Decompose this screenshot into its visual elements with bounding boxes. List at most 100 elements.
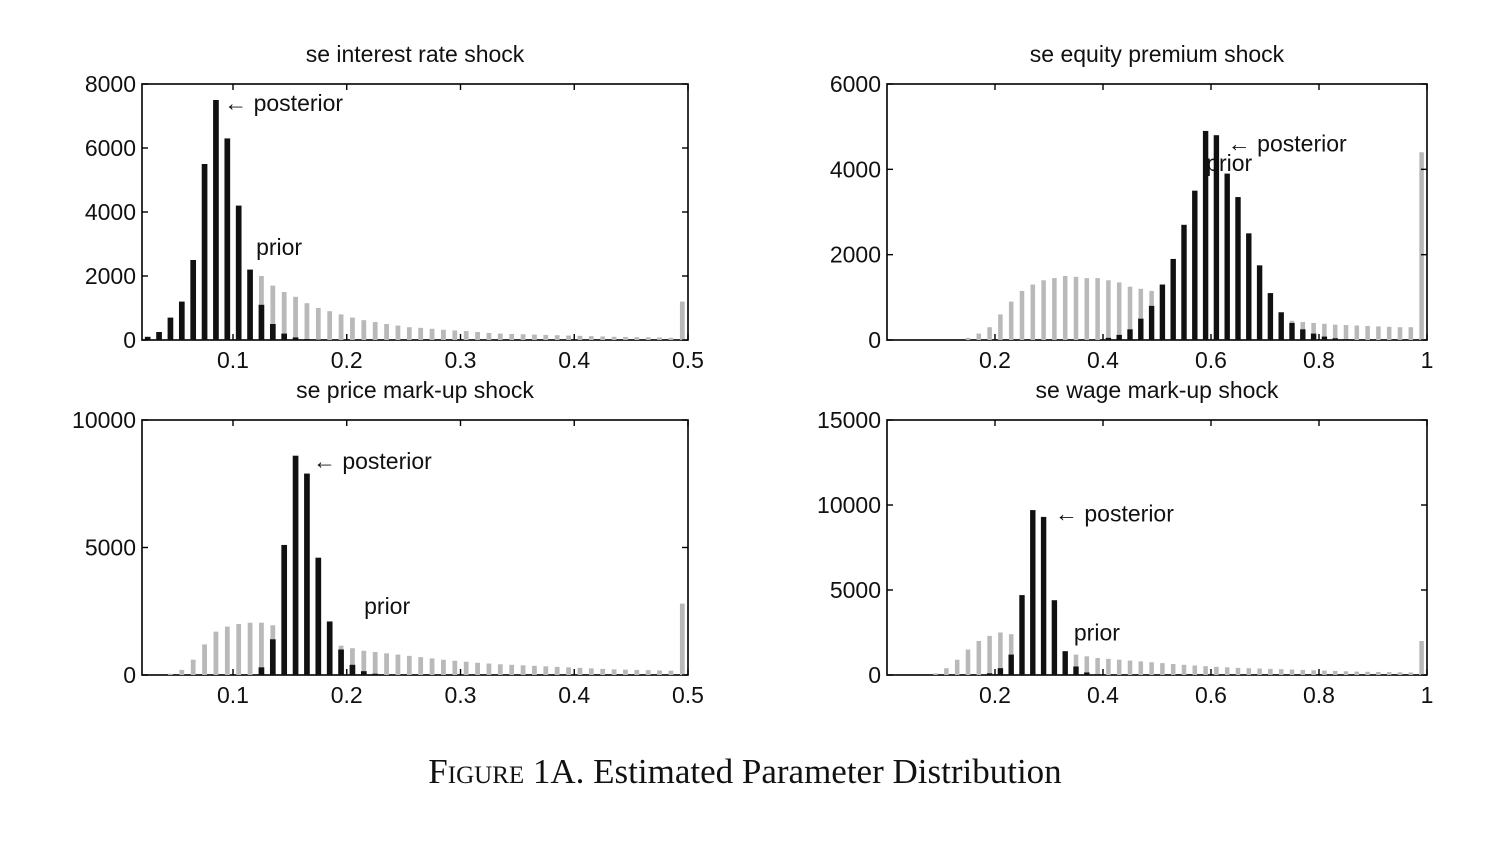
prior-bar bbox=[1095, 278, 1100, 340]
x-tick-label: 1 bbox=[1421, 682, 1434, 708]
y-tick-label: 6000 bbox=[830, 71, 881, 97]
prior-bar bbox=[1052, 278, 1057, 340]
prior-bar bbox=[1192, 665, 1198, 675]
y-tick-label: 10000 bbox=[72, 407, 136, 433]
y-tick-label: 5000 bbox=[85, 535, 136, 561]
prior-bar bbox=[520, 665, 526, 675]
annotation-label: prior bbox=[1206, 150, 1252, 176]
posterior-bar bbox=[1192, 190, 1198, 340]
y-tick-label: 0 bbox=[123, 662, 136, 688]
prior-bar bbox=[588, 336, 594, 340]
x-tick-label: 0.2 bbox=[979, 682, 1011, 708]
posterior-bar bbox=[1181, 224, 1187, 340]
prior-bar bbox=[1343, 325, 1349, 340]
posterior-bar bbox=[1105, 337, 1112, 340]
plot-frame bbox=[886, 419, 1428, 676]
prior-bar bbox=[1214, 666, 1219, 675]
prior-bar bbox=[1365, 671, 1370, 675]
posterior-bar bbox=[224, 138, 231, 340]
prior-bar bbox=[1127, 286, 1133, 340]
prior-bar bbox=[1062, 276, 1068, 340]
prior-bar bbox=[965, 649, 971, 675]
posterior-bar bbox=[281, 544, 288, 675]
posterior-bar bbox=[258, 304, 265, 340]
x-tick-label: 0.4 bbox=[558, 682, 590, 708]
prior-bar bbox=[1332, 324, 1338, 340]
posterior-bar bbox=[1030, 510, 1036, 675]
prior-bar bbox=[634, 337, 640, 340]
posterior-bar bbox=[247, 269, 253, 340]
prior-bar bbox=[1203, 666, 1208, 675]
plot-frame bbox=[141, 83, 689, 341]
y-tick-label: 4000 bbox=[830, 156, 881, 182]
y-tick-label: 2000 bbox=[85, 263, 136, 289]
posterior-bar bbox=[178, 301, 185, 340]
prior-bar bbox=[1419, 152, 1424, 340]
posterior-bar bbox=[269, 639, 276, 675]
x-tick-label: 0.8 bbox=[1303, 682, 1335, 708]
y-tick-label: 0 bbox=[123, 327, 136, 353]
prior-bar bbox=[509, 333, 515, 340]
prior-bar bbox=[1073, 654, 1079, 675]
prior-bar bbox=[418, 657, 424, 675]
x-tick-label: 0.5 bbox=[672, 347, 704, 373]
prior-bar bbox=[486, 663, 492, 675]
posterior-bar bbox=[1235, 197, 1241, 340]
posterior-bar bbox=[1051, 600, 1058, 675]
prior-bar bbox=[247, 622, 253, 675]
prior-bar bbox=[520, 334, 526, 340]
posterior-bar bbox=[1213, 135, 1220, 340]
prior-bar bbox=[463, 331, 469, 340]
prior-bar bbox=[190, 659, 196, 675]
posterior-bar bbox=[292, 455, 299, 675]
caption-text: Estimated Parameter Distribution bbox=[593, 752, 1062, 791]
annotation-label: prior bbox=[1074, 620, 1120, 646]
x-tick-label: 0.1 bbox=[217, 682, 249, 708]
prior-bar bbox=[372, 322, 378, 340]
prior-bar bbox=[463, 661, 469, 675]
chart-title: se price mark-up shock bbox=[296, 377, 534, 403]
prior-bar bbox=[395, 654, 401, 675]
annotation-label: prior bbox=[256, 234, 302, 260]
prior-bar bbox=[634, 669, 640, 675]
posterior-bar bbox=[1170, 258, 1176, 340]
prior-bar bbox=[384, 653, 389, 675]
prior-bar bbox=[406, 327, 412, 340]
y-tick-label: 5000 bbox=[830, 577, 881, 603]
x-tick-label: 0.3 bbox=[445, 347, 477, 373]
prior-bar bbox=[168, 673, 173, 675]
posterior-bar bbox=[1094, 674, 1101, 675]
x-tick-label: 0.4 bbox=[1087, 682, 1119, 708]
prior-bar bbox=[1138, 288, 1144, 340]
prior-bar bbox=[954, 659, 960, 675]
prior-bar bbox=[361, 320, 367, 340]
prior-bar bbox=[1397, 672, 1403, 675]
x-tick-label: 0.2 bbox=[331, 347, 363, 373]
chart-title: se equity premium shock bbox=[1030, 41, 1285, 67]
prior-bar bbox=[1106, 658, 1111, 675]
prior-bar bbox=[304, 303, 310, 340]
prior-bar bbox=[1127, 660, 1133, 675]
prior-bar bbox=[1041, 280, 1046, 340]
posterior-bar bbox=[326, 621, 333, 675]
prior-bar bbox=[1354, 671, 1360, 675]
prior-bar bbox=[965, 337, 971, 340]
prior-bar bbox=[1311, 670, 1316, 675]
prior-bar bbox=[395, 325, 401, 340]
prior-bar bbox=[1116, 282, 1122, 340]
prior-bar bbox=[1246, 668, 1252, 675]
x-tick-label: 0.3 bbox=[445, 682, 477, 708]
x-tick-label: 0.2 bbox=[331, 682, 363, 708]
prior-bar bbox=[350, 317, 355, 340]
prior-bar bbox=[566, 667, 571, 675]
posterior-bar bbox=[349, 664, 356, 675]
prior-bar bbox=[259, 622, 264, 675]
prior-bar bbox=[1235, 667, 1241, 675]
posterior-bar bbox=[986, 673, 993, 675]
prior-bar bbox=[543, 666, 549, 675]
prior-bar bbox=[1397, 327, 1403, 340]
posterior-bar bbox=[281, 333, 288, 340]
prior-bar bbox=[1106, 280, 1111, 340]
prior-bar bbox=[577, 667, 583, 675]
